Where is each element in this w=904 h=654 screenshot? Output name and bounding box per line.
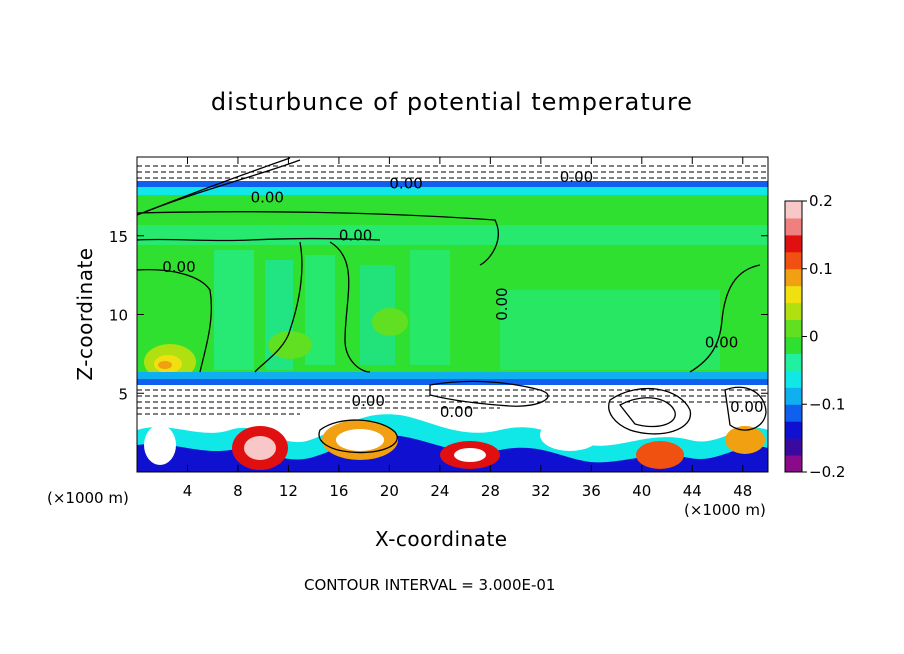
contour-interval-note: CONTOUR INTERVAL = 3.000E-01: [304, 576, 556, 594]
x-axis-label: X-coordinate: [375, 527, 508, 551]
colorbar-swatch: [785, 234, 802, 253]
x-tick-label-28: 28: [481, 482, 500, 500]
contour-label: 0.00: [440, 403, 473, 421]
colorbar-swatch: [785, 268, 802, 287]
colorbar-tick-label: 0.2: [809, 192, 833, 210]
x-tick-label-36: 36: [582, 482, 601, 500]
x-tick-label-44: 44: [683, 482, 702, 500]
contour-label: 0.00: [705, 334, 738, 352]
colorbar-swatch: [785, 353, 802, 371]
x-tick-label-12: 12: [279, 482, 298, 500]
contour-label: 0.00: [493, 287, 511, 320]
x-tick-label-32: 32: [531, 482, 550, 500]
colorbar: 0.2 0.1 0 −0.1 −0.2: [784, 192, 845, 481]
colorbar-swatch: [785, 217, 802, 236]
colorbar-swatch: [785, 455, 802, 473]
chart-title: disturbunce of potential temperature: [210, 88, 694, 116]
x-tick-label-16: 16: [329, 482, 348, 500]
x-tick-label-24: 24: [430, 482, 449, 500]
x-tick-label-20: 20: [380, 482, 399, 500]
contour-label: 0.00: [389, 175, 422, 193]
colorbar-swatch: [785, 251, 802, 270]
x-tick-label-8: 8: [233, 482, 243, 500]
contour-labels: 0.00 0.00 0.00 0.00 0.00 0.00 0.00 0.00 0.00 0.00: [162, 168, 763, 421]
colorbar-swatch: [785, 421, 802, 439]
x-tick-label-4: 4: [183, 482, 193, 500]
y-tick-label-5: 5: [118, 385, 128, 403]
y-unit-label: (×1000 m): [47, 489, 129, 507]
y-axis-label: Z-coordinate: [73, 247, 97, 381]
colorbar-swatch: [785, 336, 802, 354]
y-tick-label-10: 10: [109, 307, 128, 325]
contour-label: 0.00: [162, 258, 195, 276]
colorbar-swatch: [785, 387, 802, 405]
heatmap-field: [137, 157, 768, 472]
x-unit-label: (×1000 m): [684, 501, 766, 519]
colorbar-tick-label: −0.1: [809, 395, 845, 413]
y-tick-label-15: 15: [109, 228, 128, 246]
colorbar-tick-label: 0.1: [809, 260, 833, 278]
contour-label: 0.00: [251, 189, 284, 207]
colorbar-swatch: [785, 285, 802, 304]
x-tick-label-48: 48: [733, 482, 752, 500]
colorbar-tick-label: 0: [809, 328, 819, 346]
contour-label: 0.00: [339, 226, 372, 244]
x-tick-label-40: 40: [632, 482, 651, 500]
contour-label: 0.00: [730, 398, 763, 416]
colorbar-swatch: [785, 404, 802, 422]
colorbar-swatch: [785, 438, 802, 456]
colorbar-tick-label: −0.2: [809, 463, 845, 481]
colorbar-swatch: [785, 370, 802, 388]
contour-label: 0.00: [560, 168, 593, 186]
colorbar-swatch: [785, 201, 802, 219]
contour-label: 0.00: [352, 392, 385, 410]
colorbar-swatch: [785, 302, 802, 321]
colorbar-swatch: [785, 319, 802, 337]
